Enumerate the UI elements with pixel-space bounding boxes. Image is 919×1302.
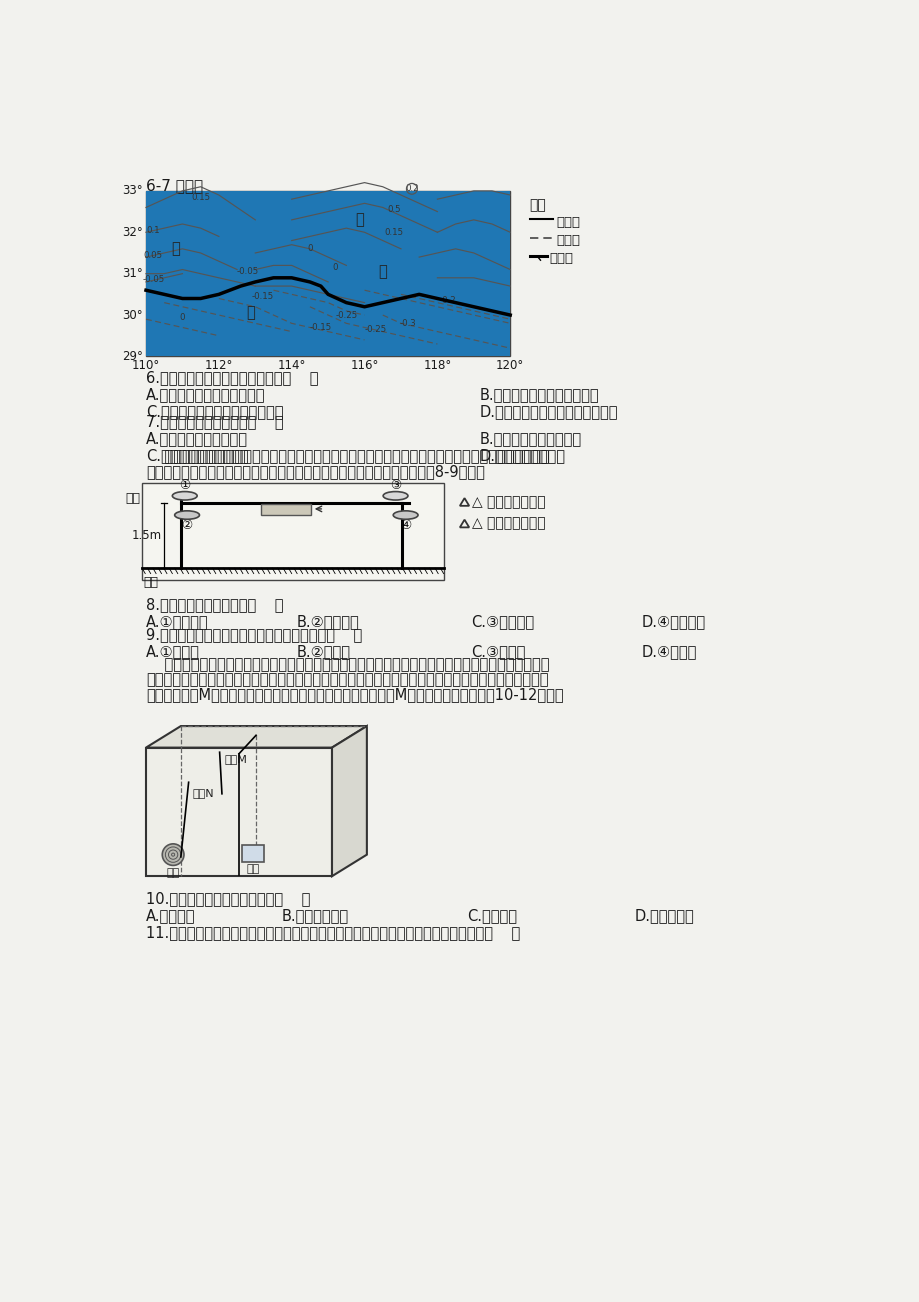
Bar [146,191,510,357]
Text: C.热力环流: C.热力环流 [467,909,517,923]
Text: -0.05: -0.05 [236,267,259,276]
Text: △ 长波辐射传感器: △ 长波辐射传感器 [471,517,545,530]
Text: 湖: 湖 [171,241,179,256]
Text: 纸片M: 纸片M [224,754,247,764]
Text: 33°: 33° [122,185,142,198]
Polygon shape [332,727,367,876]
Text: 支架: 支架 [125,492,141,505]
Text: 118°: 118° [423,359,451,372]
Text: 0.5: 0.5 [387,204,400,214]
Text: D.耀斑爆发强度减弱: D.耀斑爆发强度减弱 [479,448,564,464]
Text: 负相关: 负相关 [555,234,579,247]
Text: D.④数值增大: D.④数值增大 [641,615,706,629]
Text: B.②数值大: B.②数值大 [297,644,351,659]
Circle shape [162,844,184,866]
Text: -0.25: -0.25 [364,326,386,335]
Text: C.③数值小: C.③数值小 [471,644,526,659]
Text: 冰块: 冰块 [246,863,259,874]
Text: 6-7 小题。: 6-7 小题。 [146,178,203,193]
Bar [242,845,264,862]
Text: 张下垂的纸片M（如图所示）。电炉通电一段时间后，观察纸片M的偏动情况。完成下面10-12小题。: 张下垂的纸片M（如图所示）。电炉通电一段时间后，观察纸片M的偏动情况。完成下面1… [146,687,563,703]
Text: ②: ② [181,519,192,533]
Text: 31°: 31° [122,267,142,280]
Text: 图例: 图例 [529,199,546,212]
Text: A.江淮地区降雨强度增大: A.江淮地区降雨强度增大 [146,431,248,447]
Text: -0.05: -0.05 [142,276,165,284]
Text: C.③数值不变: C.③数值不变 [471,615,534,629]
Text: 电炉: 电炉 [166,867,179,878]
Text: △ 短波辐射传感器: △ 短波辐射传感器 [471,495,545,509]
Text: 学校地理社团研究大气热力作用所采用的辐射表及安装方式。据此完成下面8-9小题。: 学校地理社团研究大气热力作用所采用的辐射表及安装方式。据此完成下面8-9小题。 [146,465,484,479]
Text: 0.1: 0.1 [146,225,160,234]
Text: D.正相关最大值出现在图中西南部: D.正相关最大值出现在图中西南部 [479,404,617,419]
Text: 遮光盘: 遮光盘 [276,505,295,514]
Text: -0.2: -0.2 [439,296,456,305]
Text: 8.若遇到阴雨天，则白天（    ）: 8.若遇到阴雨天，则白天（ ） [146,598,283,612]
Text: 璃柜内，分别放置一个电炉（有导线连到柜外）和一大碗冰块在底部两侧。在玻璃柜顶面中部的内壁贴一: 璃柜内，分别放置一个电炉（有导线连到柜外）和一大碗冰块在底部两侧。在玻璃柜顶面中… [146,672,548,687]
Text: 120°: 120° [495,359,524,372]
Text: -0.3: -0.3 [400,319,416,328]
Text: A.温室效应: A.温室效应 [146,909,196,923]
Bar [146,191,510,357]
Bar [146,747,332,876]
Text: A.在湖北省的东南部呈负相关: A.在湖北省的东南部呈负相关 [146,387,266,402]
Text: -0.15: -0.15 [310,323,332,332]
Text: 11.将下列各环节序号，按该原理形成过程的先后顺序填入相应方框内，顺序正确的是（    ）: 11.将下列各环节序号，按该原理形成过程的先后顺序填入相应方框内，顺序正确的是（… [146,924,519,940]
Bar [260,504,311,516]
Text: 9.同等光照条件下，与乡村相比，城市化地区（    ）: 9.同等光照条件下，与乡村相比，城市化地区（ ） [146,628,362,642]
Text: B.大气受热过程: B.大气受热过程 [281,909,348,923]
Text: 110°: 110° [131,359,160,372]
Text: B.通信卫星信号易受干扰: B.通信卫星信号易受干扰 [479,431,581,447]
Text: 7.太阳黑子数达最大值时（    ）: 7.太阳黑子数达最大值时（ ） [146,414,283,430]
Polygon shape [146,727,367,747]
Text: 0: 0 [179,312,185,322]
Text: 0.15: 0.15 [384,228,403,237]
Text: 地面: 地面 [143,575,158,589]
Text: C.在安徽省的大部分地区呈负相关: C.在安徽省的大部分地区呈负相关 [146,404,283,419]
Text: 纸片N: 纸片N [192,789,214,798]
Text: 我国某高中学生实验小组，在模拟验证某一地理原理时，采用下列做法：在一个六面都封闭的透明玻: 我国某高中学生实验小组，在模拟验证某一地理原理时，采用下列做法：在一个六面都封闭… [146,656,549,672]
Text: 0: 0 [333,263,338,272]
Text: A.①数值增大: A.①数值增大 [146,615,209,629]
Text: 1.5m: 1.5m [131,529,162,542]
Text: ④: ④ [400,519,411,533]
Text: 116°: 116° [350,359,379,372]
Text: 112°: 112° [204,359,233,372]
Text: 辐射表是测量各种辐射的工具，测量不同的辐射可以选择不同的传感器和安装方式。下图示意我国某: 辐射表是测量各种辐射的工具，测量不同的辐射可以选择不同的传感器和安装方式。下图示… [146,449,549,464]
Bar [142,483,444,579]
Ellipse shape [175,510,199,519]
Text: -0.25: -0.25 [335,311,357,319]
Text: 徽: 徽 [378,264,387,279]
Ellipse shape [382,492,407,500]
Text: -0.15: -0.15 [251,292,273,301]
Text: B.②数值减小: B.②数值减小 [297,615,359,629]
Text: ③: ③ [390,479,401,492]
Text: B.在图中西北部的相关性最小: B.在图中西北部的相关性最小 [479,387,598,402]
Ellipse shape [392,510,417,519]
Text: 0.15: 0.15 [191,193,210,202]
Text: 6.太阳黑子数与梅雨季节降雨强度（    ）: 6.太阳黑子数与梅雨季节降雨强度（ ） [146,370,318,385]
Text: 10.该实验模拟的原理最可能是（    ）: 10.该实验模拟的原理最可能是（ ） [146,892,310,906]
Text: 30°: 30° [122,309,142,322]
Text: 0: 0 [307,245,312,254]
Text: 32°: 32° [122,225,142,238]
Text: 0.2: 0.2 [404,185,418,193]
Text: 29°: 29° [122,350,142,363]
Text: 安: 安 [355,212,364,228]
Text: ①: ① [179,479,190,492]
Text: 0.05: 0.05 [143,250,163,259]
Text: 114°: 114° [278,359,305,372]
Text: A.①数值大: A.①数值大 [146,644,199,659]
Text: C.漠河地区出现极昼现象: C.漠河地区出现极昼现象 [146,448,248,464]
Ellipse shape [172,492,197,500]
Text: 北: 北 [246,305,255,320]
Text: 省级界: 省级界 [550,253,573,266]
Text: D.④数值小: D.④数值小 [641,644,697,659]
Text: D.水循环过程: D.水循环过程 [633,909,693,923]
Text: 正相关: 正相关 [555,216,579,229]
